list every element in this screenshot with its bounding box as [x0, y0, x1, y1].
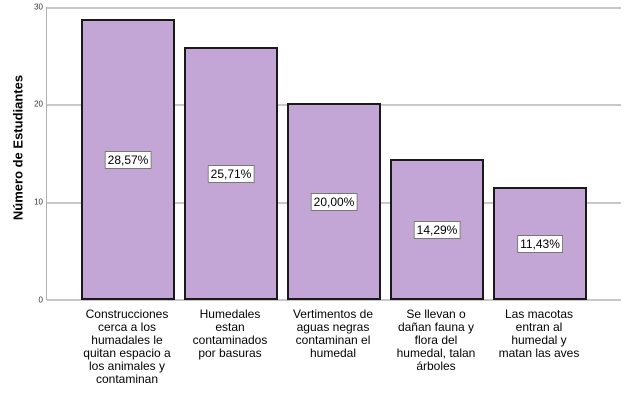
- cat-line: flora del: [414, 333, 458, 347]
- data-label: 28,57%: [104, 150, 152, 169]
- bar-mascotas: 11,43%: [493, 187, 587, 300]
- cat-line: Vertimentos de: [292, 307, 374, 321]
- cat-line: árboles: [416, 359, 456, 373]
- cat-line: por basuras: [198, 346, 262, 360]
- cat-line: humadales le: [91, 333, 163, 347]
- cat-line: Construcciones: [85, 307, 169, 321]
- bar-fauna-flora: 14,29%: [390, 159, 484, 300]
- bar-aguas-negras: 20,00%: [287, 103, 381, 300]
- cat-line: Humedales: [199, 307, 261, 321]
- cat-line: contaminan el: [295, 333, 371, 347]
- data-label: 20,00%: [310, 192, 358, 211]
- cat-line: dañan fauna y: [397, 320, 475, 334]
- gridline-30: [47, 7, 621, 9]
- cat-line: humedal y: [511, 333, 567, 347]
- category-label-1: Construcciones cerca a los humadales le …: [74, 308, 180, 386]
- category-label-5: Las macotas entran al humedal y matan la…: [486, 308, 592, 360]
- cat-line: cerca a los: [97, 320, 157, 334]
- category-label-4: Se llevan o dañan fauna y flora del hume…: [383, 308, 489, 373]
- plot-area: 30 20 10 0 28,57% 25,71% 20,00% 14,29% 1…: [34, 3, 621, 305]
- y-tick-30: 30: [34, 2, 43, 12]
- category-label-3: Vertimentos de aguas negras contaminan e…: [280, 308, 386, 360]
- gridline-0: [47, 299, 621, 301]
- cat-line: aguas negras: [296, 320, 370, 334]
- y-axis-label: Número de Estudiantes: [10, 74, 26, 221]
- cat-line: matan las aves: [498, 346, 580, 360]
- cat-line: entran al: [515, 320, 563, 334]
- y-tick-20: 20: [34, 99, 43, 109]
- cat-line: Se llevan o: [406, 307, 466, 321]
- cat-line: contaminan: [95, 372, 159, 386]
- cat-line: humedal: [309, 346, 357, 360]
- cat-line: quitan espacio a: [83, 346, 171, 360]
- y-tick-10: 10: [34, 197, 43, 207]
- cat-line: humedal, talan: [396, 346, 476, 360]
- bar-basuras: 25,71%: [184, 47, 278, 300]
- data-label: 11,43%: [517, 234, 563, 253]
- category-label-2: Humedales estan contaminados por basuras: [177, 308, 283, 360]
- y-tick-0: 0: [38, 295, 43, 305]
- cat-line: los animales y: [88, 359, 166, 373]
- bar-construcciones: 28,57%: [81, 19, 175, 300]
- data-label: 14,29%: [413, 220, 461, 239]
- cat-line: estan: [215, 320, 245, 334]
- cat-line: Las macotas: [504, 307, 574, 321]
- data-label: 25,71%: [207, 164, 255, 183]
- cat-line: contaminados: [192, 333, 268, 347]
